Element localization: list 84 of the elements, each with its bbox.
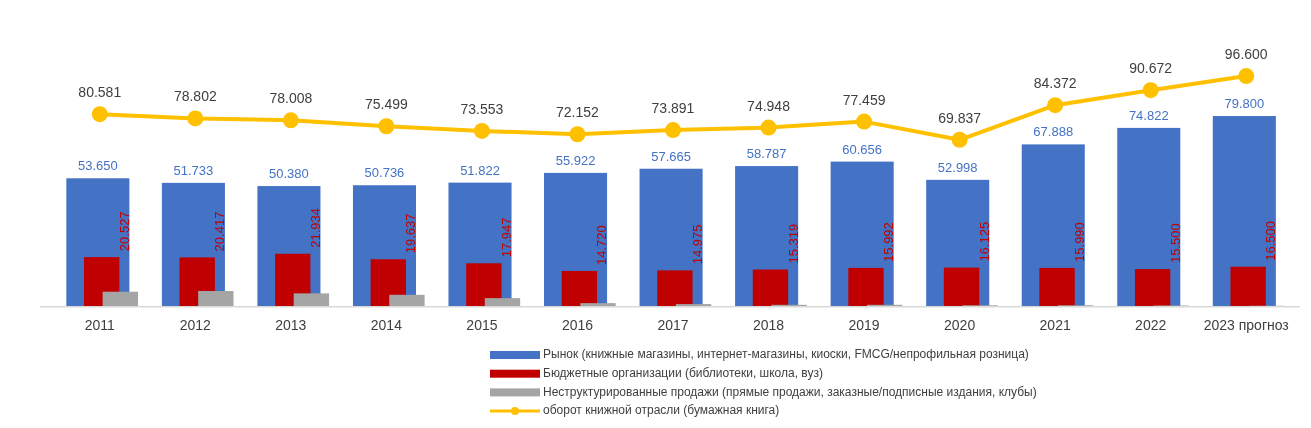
data-label: 16.500 (1263, 220, 1279, 261)
data-label: 15.500 (1167, 223, 1183, 264)
data-label: 20.527 (116, 211, 132, 252)
point (282, 112, 299, 129)
data-label: 15.319 (785, 223, 801, 264)
data-label: 73.553 (460, 100, 504, 117)
bar (1039, 267, 1075, 306)
data-label: 50.736 (364, 165, 405, 181)
data-label: 15.990 (1072, 222, 1088, 262)
x-tick-label: 2014 (370, 317, 403, 333)
bar (102, 291, 138, 306)
x-tick-label: 2012 (179, 317, 212, 333)
data-label: 53.650 (77, 158, 118, 174)
data-label: 74.948 (747, 97, 791, 114)
data-label: 77.459 (842, 91, 886, 108)
data-label: 21.934 (307, 208, 323, 248)
x-tick-label: 2023 прогноз (1203, 317, 1289, 333)
point (187, 110, 204, 127)
bar (580, 303, 616, 306)
x-tick-label: 2015 (466, 317, 498, 333)
data-label: 50.380 (269, 166, 309, 182)
bar (561, 270, 598, 306)
x-tick-label: 2019 (848, 317, 880, 333)
point (760, 119, 777, 136)
legend-label: Бюджетные организации (библиотеки, школа, вуз) (543, 365, 823, 380)
bar (389, 294, 425, 306)
data-label: 96.600 (1224, 46, 1268, 63)
bar (1230, 266, 1266, 306)
bar (198, 291, 234, 306)
data-label: 72.152 (556, 104, 600, 121)
point (665, 122, 681, 139)
legend-label: Рынок (книжные магазины, интернет-магазины, киоски, FMCG/непрофильная розница) (543, 347, 1029, 362)
x-tick-label: 2022 (1135, 317, 1167, 333)
data-label: 14.975 (690, 224, 706, 265)
data-label: 55.922 (555, 152, 596, 168)
x-tick-label: 2011 (84, 317, 116, 333)
legend-label: оборот книжной отрасли (бумажная книга) (543, 403, 780, 418)
data-label: 78.008 (269, 90, 313, 107)
legend-label: Неструктурированные продажи (прямые продажи, заказные/подписные издания, клубы) (543, 384, 1037, 399)
data-label: 78.802 (173, 88, 217, 105)
bar (1134, 269, 1171, 306)
x-tick-label: 2013 (275, 317, 307, 333)
x-tick-label: 2020 (944, 317, 976, 333)
point (1142, 82, 1159, 99)
data-label: 73.891 (651, 100, 695, 117)
x-tick-label: 2021 (1039, 317, 1071, 333)
data-label: 58.787 (746, 146, 787, 162)
point (569, 126, 586, 143)
x-tick-label: 2017 (657, 317, 689, 333)
data-label: 69.837 (938, 109, 982, 126)
data-label: 67.888 (1033, 124, 1074, 140)
bar (943, 267, 980, 306)
data-label: 80.581 (78, 84, 122, 101)
data-label: 15.992 (881, 222, 897, 262)
data-label: 51.822 (460, 162, 500, 178)
x-tick-label: 2018 (752, 317, 785, 333)
bar (752, 269, 789, 306)
bar (484, 298, 521, 306)
data-label: 14.720 (594, 225, 610, 265)
point (91, 106, 108, 123)
data-label: 75.499 (364, 96, 408, 113)
bar (848, 267, 884, 306)
point (856, 113, 873, 130)
data-label: 17.947 (498, 217, 514, 258)
point (1047, 97, 1064, 114)
bar (466, 263, 502, 306)
data-label: 60.656 (842, 141, 883, 157)
data-label: 52.998 (937, 159, 978, 175)
data-label: 57.665 (651, 148, 691, 164)
bar (657, 270, 693, 306)
data-label: 19.637 (403, 213, 419, 254)
data-label: 90.672 (1129, 60, 1173, 77)
bar (293, 293, 330, 306)
point (473, 122, 490, 139)
point (378, 118, 395, 135)
data-label: 74.822 (1128, 107, 1169, 123)
x-tick-label: 2016 (561, 317, 594, 333)
data-label: 84.372 (1033, 75, 1077, 92)
data-label: 16.125 (976, 221, 992, 262)
data-label: 20.417 (212, 211, 228, 252)
data-label: 79.800 (1224, 96, 1265, 112)
data-label: 51.733 (173, 162, 214, 178)
point (951, 131, 968, 148)
point (1238, 68, 1255, 85)
